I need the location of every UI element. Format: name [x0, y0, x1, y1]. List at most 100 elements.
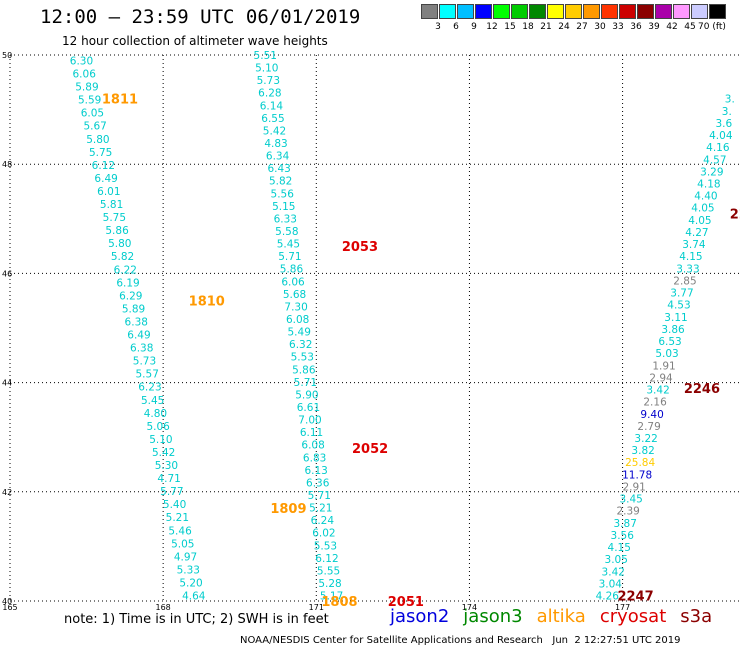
track-value: 6.08	[301, 440, 324, 452]
colorbar-label: 9	[471, 22, 477, 32]
colorbar-swatch	[655, 4, 672, 19]
track-value: 6.32	[289, 339, 312, 351]
colorbar-label: 21	[540, 22, 552, 32]
legend-jason2: jason2	[390, 606, 450, 627]
track-value: 9.40	[640, 409, 663, 421]
track-value: 5.51	[254, 50, 277, 62]
track-value: 5.05	[171, 538, 194, 550]
track-value: 4.83	[264, 138, 287, 150]
track-value: 3.82	[631, 445, 654, 457]
track-value: 5.40	[163, 499, 186, 511]
track-value: 4.27	[685, 227, 708, 239]
track-value: 5.53	[314, 540, 337, 552]
track-value: 5.71	[278, 251, 301, 263]
track-value: 6.05	[81, 108, 104, 120]
track-value: 5.33	[177, 564, 200, 576]
track-value: 5.73	[133, 356, 156, 368]
track-value: 5.49	[288, 327, 311, 339]
track-value: 3.86	[661, 324, 685, 336]
colorbar-swatch	[637, 4, 654, 19]
legend-altika: altika	[536, 606, 586, 627]
colorbar-label: 18	[522, 22, 534, 32]
track-value: 3.05	[605, 554, 628, 566]
track-value: 5.77	[160, 486, 183, 498]
track-value: 4.04	[709, 130, 733, 142]
colorbar-label: 42	[666, 22, 678, 32]
track-value: 3.6	[715, 118, 732, 130]
track-value: 5.28	[318, 578, 341, 590]
track-value: 3.74	[682, 239, 706, 251]
colorbar-swatch	[565, 4, 582, 19]
track-value: 6.38	[130, 343, 153, 355]
track-value: 5.45	[141, 395, 164, 407]
y-tick-label: 50	[2, 51, 12, 60]
track-value: 6.49	[94, 173, 117, 185]
colorbar-swatch	[421, 4, 438, 19]
axis-tick-labels: 165 168 171 174 177 40 42 44 46 48 50	[2, 51, 630, 612]
track-value: 6.49	[127, 330, 150, 342]
y-tick-label: 40	[2, 597, 12, 606]
track-value: 4.15	[679, 251, 702, 263]
colorbar-swatch	[457, 4, 474, 19]
track-value: 3.42	[646, 385, 669, 397]
track-value: 5.10	[255, 63, 278, 75]
credit-line: NOAA/NESDIS Center for Satellite Applica…	[240, 635, 681, 646]
colorbar-swatch	[493, 4, 510, 19]
colorbar-swatch	[619, 4, 636, 19]
track-value: 5.75	[89, 147, 112, 159]
track-value: 4.53	[667, 300, 690, 312]
track-value: 7.30	[284, 301, 307, 313]
track-value: 3.56	[611, 530, 635, 542]
track-value: 6.30	[70, 55, 93, 67]
track-value: 5.75	[103, 212, 126, 224]
colorbar-label: 24	[558, 22, 570, 32]
chart-subtitle: 12 hour collection of altimeter wave hei…	[62, 34, 328, 48]
colorbar-label: 70 (ft)	[698, 22, 726, 32]
track-value: 6.01	[97, 186, 120, 198]
track-value: 5.20	[179, 577, 202, 589]
track-value: 4.05	[691, 203, 714, 215]
y-tick-label: 44	[2, 379, 12, 388]
track-value: 6.29	[119, 290, 142, 302]
track-value: 3.42	[602, 566, 625, 578]
track-value: 3.45	[619, 494, 642, 506]
track-value: 3.	[725, 94, 735, 106]
track-value: 4.16	[706, 142, 730, 154]
track-value: 4.80	[144, 408, 167, 420]
track-value: 6.61	[297, 402, 320, 414]
track-value: 6.34	[266, 151, 290, 163]
track-value: 5.67	[83, 121, 106, 133]
satellite-legend: jason2 jason3 altika cryosat s3a	[390, 606, 726, 627]
track-value: 5.68	[283, 289, 306, 301]
track-value: 5.15	[272, 201, 295, 213]
track-value: 5.59	[78, 95, 101, 107]
track-value: 5.56	[271, 188, 295, 200]
colorbar-swatch	[709, 4, 726, 19]
track-value: 4.05	[688, 215, 711, 227]
track-value: 6.12	[92, 160, 115, 172]
track-value: 6.36	[306, 477, 330, 489]
track-value: 25.84	[625, 457, 655, 469]
pass-labels: 1811 1810 1809 1808 2053 2052 2051 2246 2247 224	[102, 93, 740, 610]
track-value: 5.71	[308, 490, 331, 502]
track-value: 6.06	[281, 276, 305, 288]
colorbar-swatch	[547, 4, 564, 19]
track-value: 5.89	[122, 303, 145, 315]
track-value: 5.81	[100, 199, 123, 211]
track-value: 5.53	[291, 352, 314, 364]
track-value: 6.28	[258, 88, 281, 100]
x-tick-label: 174	[462, 603, 477, 612]
x-tick-label: 177	[615, 603, 630, 612]
track-value: 3.	[722, 106, 732, 118]
track-value: 3.04	[599, 578, 623, 590]
x-tick-label: 165	[2, 603, 17, 612]
track-value: 5.21	[166, 512, 189, 524]
colorbar-label: 6	[453, 22, 459, 32]
track-value: 2.94	[649, 372, 673, 384]
track-value: 6.06	[73, 69, 97, 81]
track-value: 4.57	[703, 154, 726, 166]
track-value: 1.91	[652, 360, 675, 372]
pass-number-label: 2053	[342, 240, 378, 255]
track-value: 5.71	[294, 377, 317, 389]
